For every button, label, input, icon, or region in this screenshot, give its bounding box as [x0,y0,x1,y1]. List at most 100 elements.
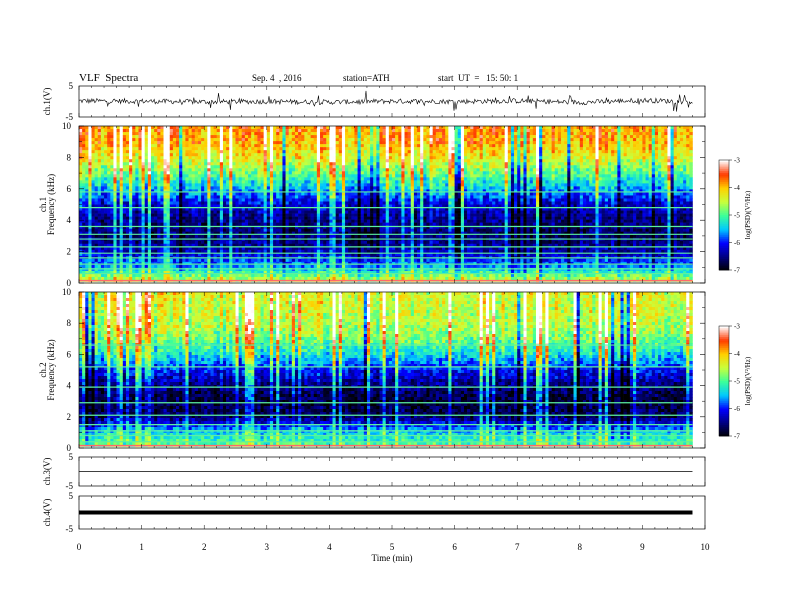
spectrogram-cell [214,129,217,132]
spectrogram-cell [370,153,373,156]
spectrogram-cell [138,147,141,150]
spectrogram-cell [207,147,210,150]
spectrogram-cell [279,277,282,280]
spectrogram-cell [358,132,361,135]
spectrogram-cell [79,135,82,138]
spectrogram-cell [286,153,289,156]
spectrogram-cell [251,223,254,226]
spectrogram-cell [173,277,176,280]
spectrogram-cell [229,186,232,189]
spectrogram-cell [198,150,201,153]
spectrogram-cell [142,211,145,214]
spectrogram-cell [126,171,129,174]
spectrogram-cell [295,141,298,144]
spectrogram-cell [339,211,342,214]
spectrogram-cell [304,229,307,232]
spectrogram-cell [176,214,179,217]
spectrogram-cell [292,186,295,189]
spectrogram-cell [320,277,323,280]
spectrogram-cell [198,259,201,262]
spectrogram-cell [314,162,317,165]
spectrogram-cell [214,174,217,177]
spectrogram-cell [95,214,98,217]
spectrogram-cell [92,223,95,226]
spectrogram-cell [345,171,348,174]
spectrogram-cell [229,135,232,138]
spectrogram-cell [229,132,232,135]
spectrogram-cell [298,274,301,277]
spectrogram-cell [82,214,85,217]
spectrogram-cell [95,150,98,153]
spectrogram-cell [248,141,251,144]
spectrogram-cell [104,141,107,144]
spectrogram-cell [204,217,207,220]
spectrogram-cell [135,198,138,201]
spectrogram-cell [126,277,129,280]
spectrogram-cell [198,277,201,280]
spectrogram-cell [342,129,345,132]
spectrogram-cell [160,174,163,177]
spectrogram-cell [204,259,207,262]
spectrogram-cell [248,180,251,183]
spectrogram-cell [157,211,160,214]
spectrogram-cell [167,132,170,135]
spectrogram-cell [198,201,201,204]
spectrogram-cell [88,211,91,214]
spectrogram-cell [304,214,307,217]
spectrogram-cell [295,147,298,150]
spectrogram-cell [176,144,179,147]
spectrogram-cell [220,132,223,135]
spectrogram-cell [286,229,289,232]
spectrogram-cell [226,168,229,171]
spectrogram-cell [292,159,295,162]
spectrogram-cell [232,217,235,220]
spectrogram-cell [295,168,298,171]
spectrogram-cell [157,201,160,204]
spectrogram-cell [342,195,345,198]
spectrogram-cell [248,235,251,238]
spectrogram-cell [120,265,123,268]
spectrogram-cell [336,235,339,238]
spectrogram-cell [286,277,289,280]
spectrogram-cell [339,195,342,198]
spectrogram-cell [126,150,129,153]
spectrogram-cell [351,150,354,153]
spectrogram-cell [195,150,198,153]
spectrogram-cell [239,274,242,277]
spectrogram-cell [342,177,345,180]
spectrogram-cell [123,277,126,280]
spectrogram-cell [229,150,232,153]
spectrogram-cell [170,274,173,277]
spectrogram-cell [276,174,279,177]
spectrogram-cell [226,150,229,153]
spectrogram-cell [348,277,351,280]
spectrogram-cell [92,141,95,144]
spectrogram-cell [135,141,138,144]
spectrogram-cell [167,235,170,238]
spectrogram-cell [242,201,245,204]
spectrogram-cell [123,162,126,165]
spectrogram-cell [367,223,370,226]
spectrogram-cell [239,162,242,165]
spectrogram-cell [304,183,307,186]
spectrogram-cell [210,156,213,159]
spectrogram-cell [336,165,339,168]
spectrogram-cell [120,217,123,220]
spectrogram-cell [154,183,157,186]
spectrogram-cell [160,259,163,262]
spectrogram-cell [345,217,348,220]
spectrogram-cell [145,241,148,244]
spectrogram-cell [245,223,248,226]
spectrogram-cell [229,223,232,226]
spectrogram-cell [361,274,364,277]
spectrogram-cell [135,126,138,129]
spectrogram-cell [292,141,295,144]
spectrogram-cell [282,171,285,174]
spectrogram-cell [79,153,82,156]
spectrogram-cell [364,259,367,262]
spectrogram-cell [339,150,342,153]
spectrogram-cell [317,223,320,226]
spectrogram-cell [245,141,248,144]
spectrogram-cell [157,174,160,177]
spectrogram-cell [107,217,110,220]
